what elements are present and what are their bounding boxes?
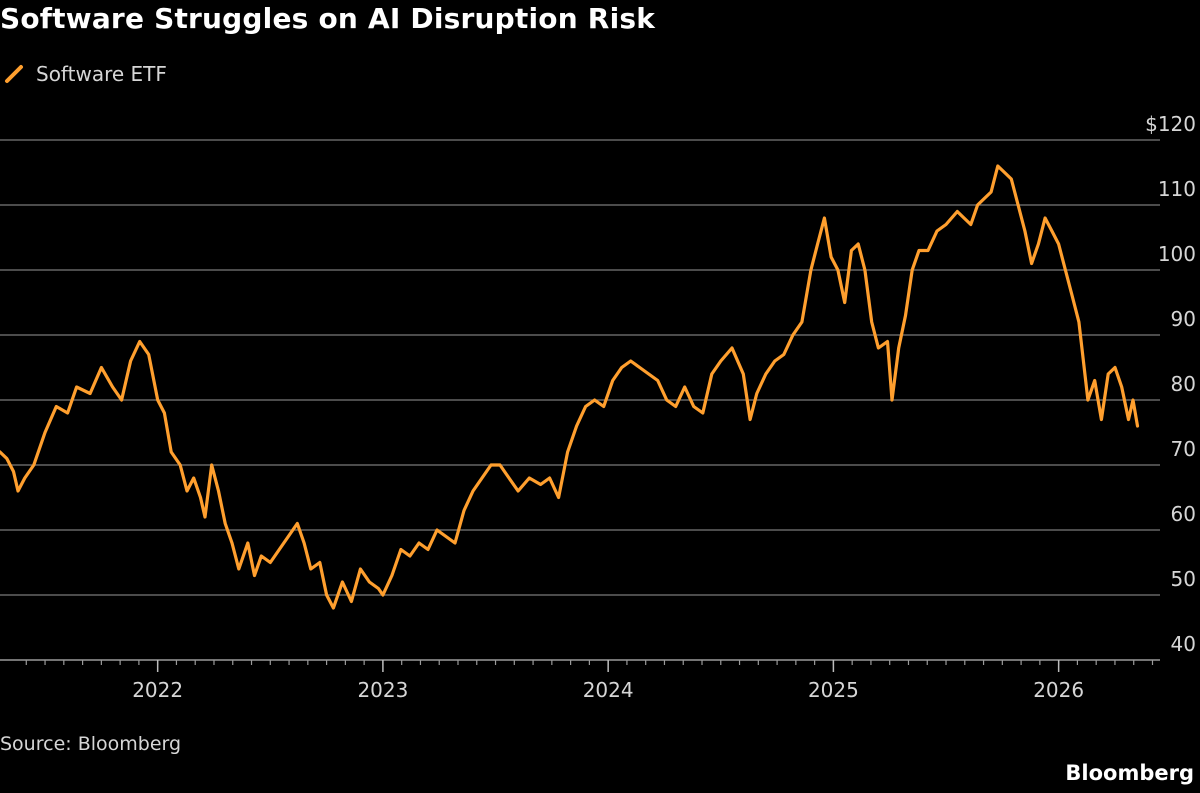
x-tick-label-2022: 2022 [132, 678, 183, 702]
y-tick-label-50: 50 [1171, 567, 1196, 591]
y-tick-label-40: 40 [1171, 632, 1196, 656]
y-tick-label-100: 100 [1158, 242, 1196, 266]
x-tick-label-2026: 2026 [1033, 678, 1084, 702]
grid-lines [0, 139, 1160, 596]
y-tick-label-110: 110 [1158, 177, 1196, 201]
y-tick-label-70: 70 [1171, 437, 1196, 461]
y-tick-label-80: 80 [1171, 372, 1196, 396]
y-tick-label-90: 90 [1171, 307, 1196, 331]
series-layer [0, 164, 1140, 610]
series-line-software-etf [0, 164, 1140, 610]
x-axis [0, 659, 1160, 672]
brand-logo-text: Bloomberg [1065, 761, 1194, 785]
x-tick-label-2024: 2024 [583, 678, 634, 702]
x-tick-label-2023: 2023 [357, 678, 408, 702]
x-tick-label-2025: 2025 [808, 678, 859, 702]
chart-title: Software Struggles on AI Disruption Risk [0, 2, 656, 35]
legend-label-software-etf: Software ETF [36, 62, 167, 86]
chart-legend: Software ETF [4, 62, 167, 86]
axis-labels: $120 110 100 90 80 70 60 50 40 2022 2023 2024 2025 20… [132, 112, 1196, 702]
legend-swatch-software-etf [5, 65, 23, 83]
y-tick-label-120: $120 [1145, 112, 1196, 136]
y-tick-label-60: 60 [1171, 502, 1196, 526]
source-note: Source: Bloomberg [0, 733, 182, 755]
